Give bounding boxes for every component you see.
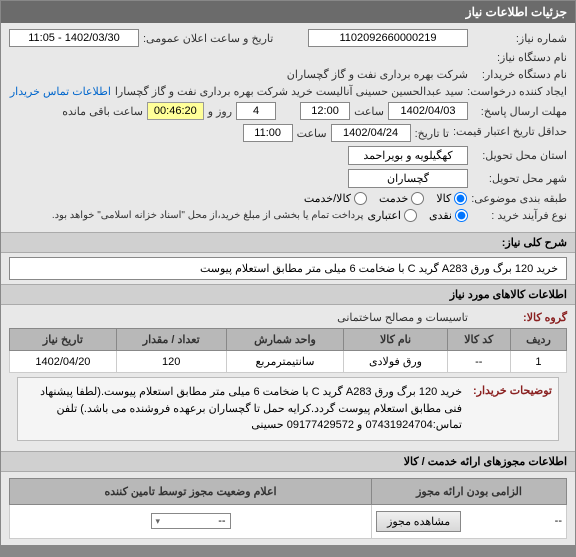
province: کهگیلویه و بویراحمد [348,146,468,165]
city-label: شهر محل تحویل: [472,172,567,185]
chevron-down-icon: ▾ [156,516,161,527]
main-panel: جزئیات اطلاعات نیاز شماره نیاز: 11020926… [0,0,576,546]
cell-name: ورق فولادی [344,351,447,373]
license-area: الزامی بودن ارائه مجوز اعلام وضعیت مجوز … [1,472,575,545]
license-table: الزامی بودن ارائه مجوز اعلام وضعیت مجوز … [9,478,567,539]
need-no-label: شماره نیاز: [472,32,567,45]
announce-date: 1402/03/30 - 11:05 [9,29,139,47]
buyer-note-box: توضیحات خریدار: خرید 120 برگ ورق A283 گر… [17,377,559,441]
category-radios: کالا خدمت کالا/خدمت [304,192,467,205]
announce-label: تاریخ و ساعت اعلان عمومی: [143,32,273,45]
license-cell2: -- ▾ [10,504,372,538]
time-label-1: ساعت [354,105,384,118]
valid-time: 11:00 [243,124,293,142]
days-remain: 4 [236,102,276,120]
col-name: نام کالا [344,329,447,351]
radio-service-input[interactable] [411,192,424,205]
category-label: طبقه بندی موضوعی: [471,192,567,205]
license-select[interactable]: -- ▾ [151,513,231,529]
need-no: 1102092660000219 [308,29,468,47]
cell-unit: سانتیمترمربع [226,351,344,373]
valid-label: حداقل تاریخ اعتبار قیمت: [453,126,567,139]
items-area: گروه کالا: تاسیسات و مصالح ساختمانی ردیف… [1,305,575,451]
cell-date: 1402/04/20 [10,351,117,373]
buyer-name-label: نام دستگاه خریدار: [472,68,567,81]
time-remain: 00:46:20 [147,102,204,120]
license-cell1: -- مشاهده مجوز [372,504,567,538]
cell-row: 1 [510,351,566,373]
col-code: کد کالا [447,329,510,351]
radio-both[interactable]: کالا/خدمت [304,192,367,205]
time-label-2: ساعت [297,127,327,140]
view-license-button[interactable]: مشاهده مجوز [376,511,461,532]
radio-goods-input[interactable] [454,192,467,205]
license-col1: الزامی بودن ارائه مجوز [372,478,567,504]
deadline-date: 1402/04/03 [388,102,468,120]
radio-service[interactable]: خدمت [379,192,424,205]
deadline-time: 12:00 [300,102,350,120]
header-info: جزئیات اطلاعات نیاز [1,1,575,23]
cell-qty: 120 [116,351,226,373]
buyer-note-text: خرید 120 برگ ورق A283 گرید C با ضخامت 6 … [24,384,462,434]
city: گچساران [348,169,468,188]
deadline-label: مهلت ارسال پاسخ: [472,105,567,118]
col-unit: واحد شمارش [226,329,344,351]
radio-both-input[interactable] [354,192,367,205]
license-val1: -- [555,515,562,527]
col-row: ردیف [510,329,566,351]
group-label: گروه کالا: [472,311,567,324]
table-row: 1 -- ورق فولادی سانتیمترمربع 120 1402/04… [10,351,567,373]
contact-link[interactable]: اطلاعات تماس خریدار [10,85,111,98]
desc-header: شرح کلی نیاز: [1,232,575,253]
radio-cash-input[interactable] [455,209,468,222]
buyer-note-label: توضیحات خریدار: [462,384,552,434]
date-label: تا تاریخ: [415,127,449,140]
cell-code: -- [447,351,510,373]
province-label: استان محل تحویل: [472,149,567,162]
remain-label: ساعت باقی مانده [62,105,143,118]
credit-note: پرداخت تمام یا بخشی از مبلغ خرید،از محل … [52,210,364,221]
form-top: شماره نیاز: 1102092660000219 تاریخ و ساع… [1,23,575,232]
creator: سید عبدالحسین حسینی آنالیست خرید شرکت به… [115,85,463,98]
radio-credit[interactable]: اعتباری [367,209,417,222]
license-row: -- مشاهده مجوز -- ▾ [10,504,567,538]
description: خرید 120 برگ ورق A283 گرید C با ضخامت 6 … [9,257,567,280]
items-table: ردیف کد کالا نام کالا واحد شمارش تعداد /… [9,328,567,373]
license-header: اطلاعات مجوزهای ارائه خدمت / کالا [1,451,575,472]
radio-credit-input[interactable] [404,209,417,222]
buyer-name: شرکت بهره برداری نفت و گاز گچساران [287,68,468,81]
group-value: تاسیسات و مصالح ساختمانی [337,311,468,324]
creator-label: ایجاد کننده درخواست: [467,85,567,98]
process-label: نوع فرآیند خرید : [472,209,567,222]
items-header: اطلاعات کالاهای مورد نیاز [1,284,575,305]
radio-goods[interactable]: کالا [436,192,467,205]
license-col2: اعلام وضعیت مجوز توسط تامین کننده [10,478,372,504]
col-qty: تعداد / مقدار [116,329,226,351]
days-label: روز و [208,105,232,118]
radio-cash[interactable]: نقدی [429,209,468,222]
valid-date: 1402/04/24 [331,124,411,142]
process-radios: نقدی اعتباری [367,209,468,222]
col-date: تاریخ نیاز [10,329,117,351]
device-label: نام دستگاه نیاز: [472,51,567,64]
